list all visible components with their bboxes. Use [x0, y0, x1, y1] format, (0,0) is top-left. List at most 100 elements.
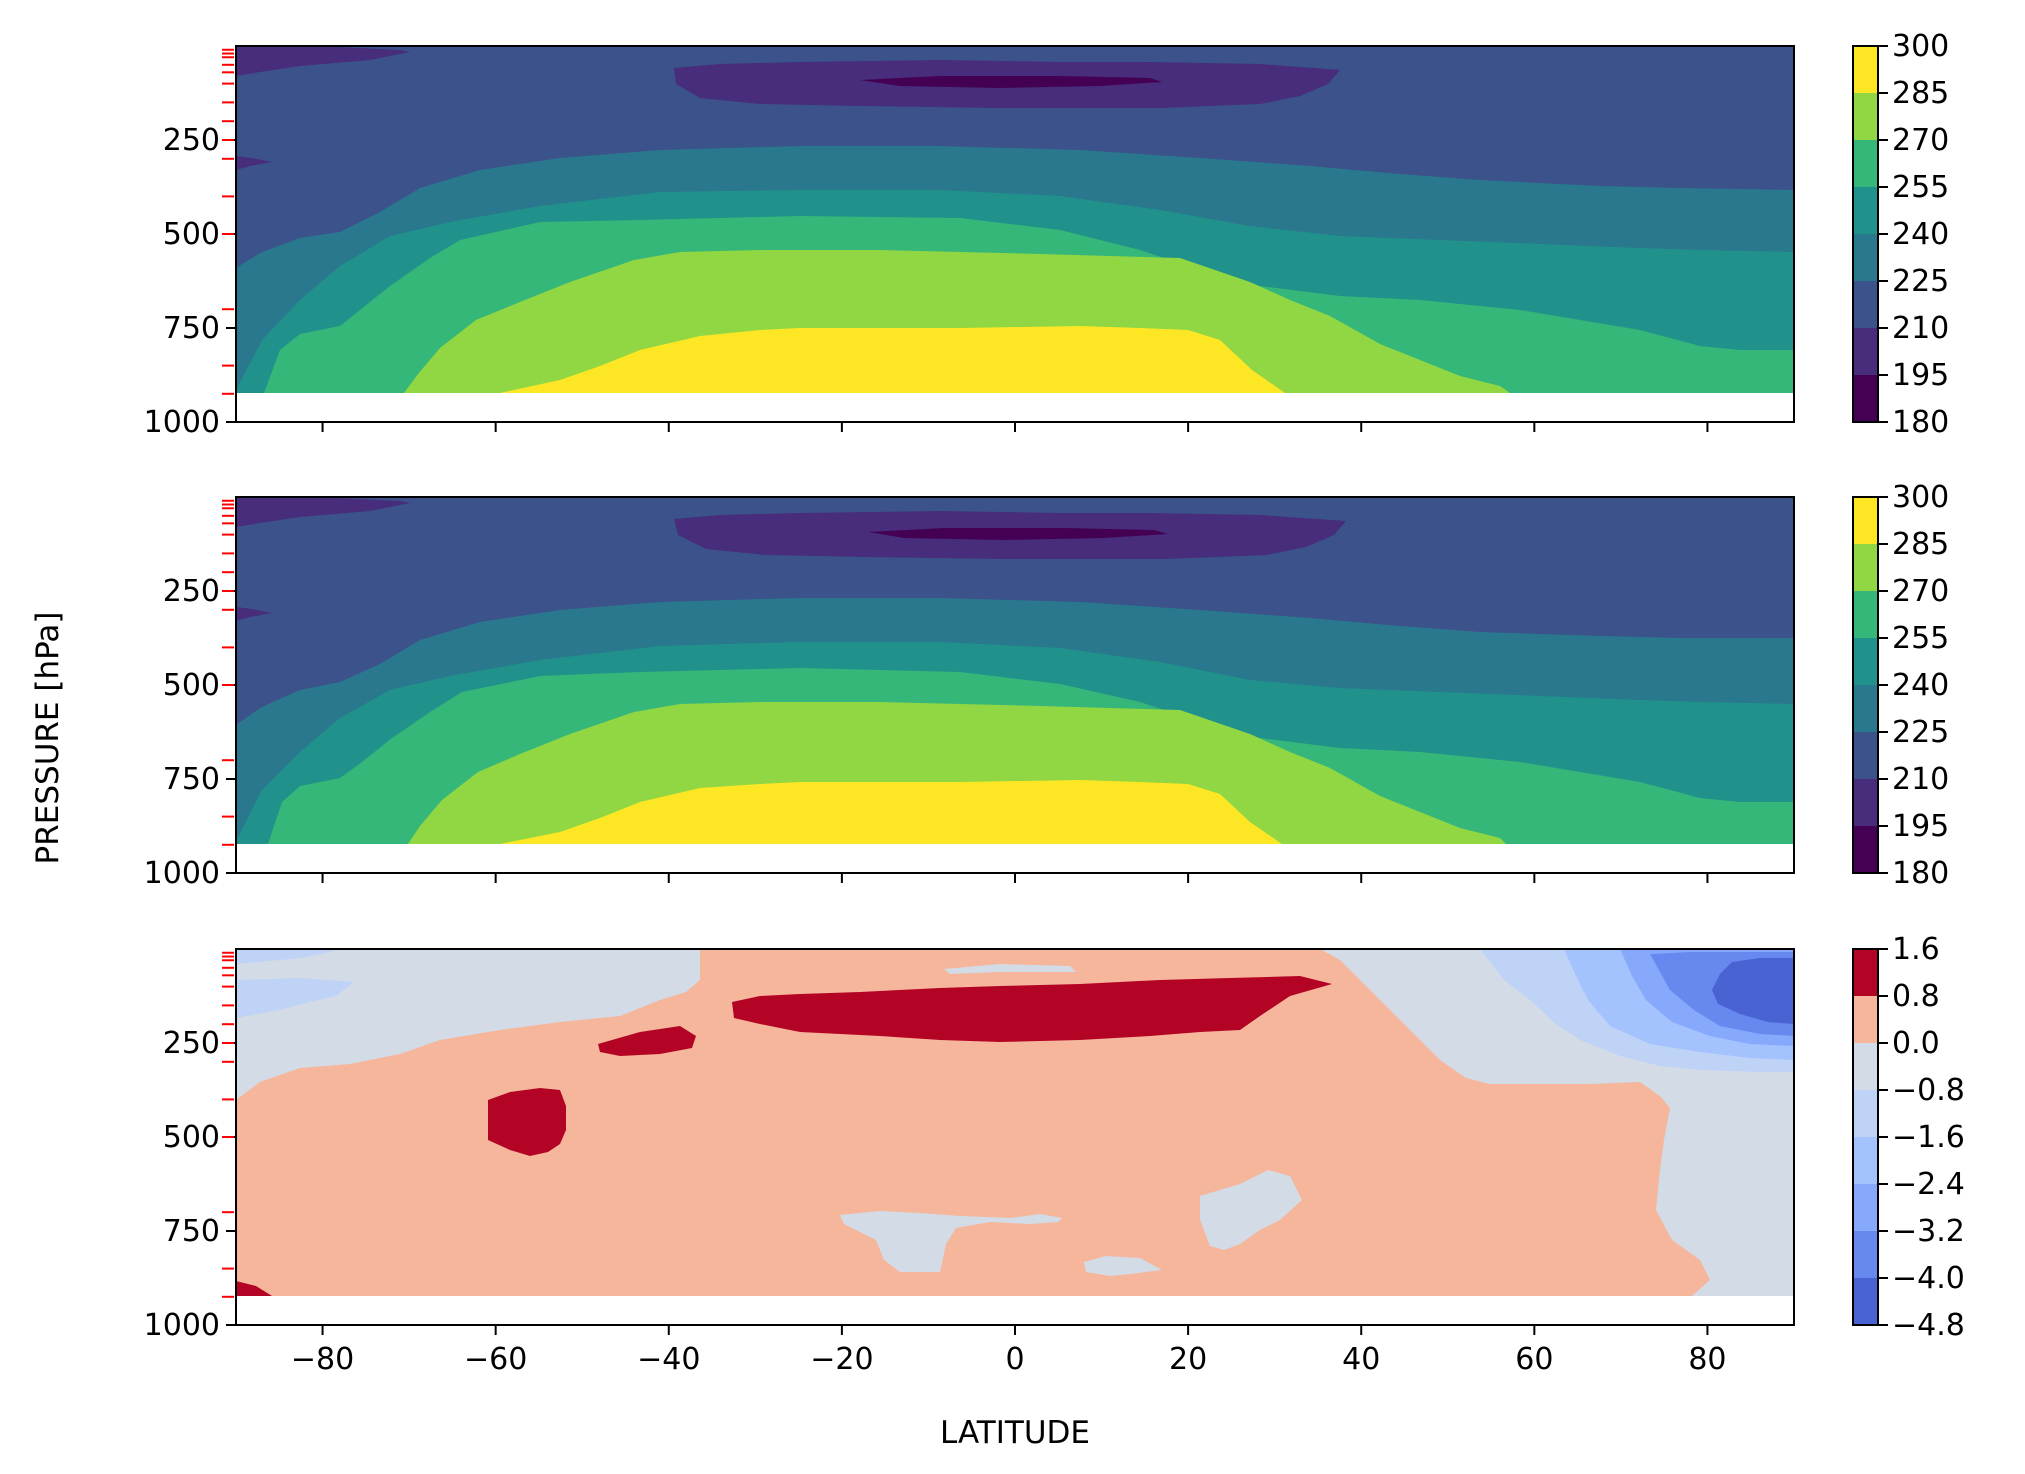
colorbar-tick-label: 195 [1892, 809, 1949, 844]
contour-band-minus0.8-0.0-island [840, 1211, 1062, 1272]
colorbar-tick-label: 255 [1892, 170, 1949, 205]
x-axis-middle [321, 873, 1709, 883]
colorbar-tick-label: 270 [1892, 123, 1949, 158]
y-tick-label: 500 [163, 1120, 220, 1155]
contour-band-minus0.8-0.0-island [1200, 1170, 1302, 1250]
contour-band-0.8-1.6 [732, 976, 1332, 1042]
x-tick-label: 40 [1342, 1342, 1380, 1377]
contour-band-0.0-0.8 [236, 949, 1710, 1296]
colorbar-tick-label: −0.8 [1892, 1073, 1965, 1108]
colorbar-tick-label: 255 [1892, 621, 1949, 656]
model-level-markers-bottom [222, 951, 234, 1298]
colorbar-segment [1853, 1043, 1878, 1091]
contour-band-195-210 [236, 497, 1346, 621]
panel-top: 250 500 750 1000 300 285 270 255 240 225 210 195 18… [144, 29, 1950, 440]
y-axis-label: PRESSURE [hPa] [30, 612, 66, 865]
colorbar-segment [1853, 375, 1878, 423]
colorbar-tick-label: 300 [1892, 29, 1949, 64]
colorbar-tick-label: 195 [1892, 358, 1949, 393]
y-tick-label: 1000 [144, 405, 220, 440]
y-tick-label: 750 [163, 311, 220, 346]
y-tick-label: 1000 [144, 1308, 220, 1343]
x-axis-top [321, 422, 1709, 432]
x-tick-label: −80 [291, 1342, 354, 1377]
colorbar-tick-label: 285 [1892, 527, 1949, 562]
y-tick-label: 500 [163, 217, 220, 252]
colorbar-segment [1853, 187, 1878, 235]
colorbar-middle: 300 285 270 255 240 225 210 195 180 [1852, 480, 1949, 891]
colorbar-segment [1853, 779, 1878, 827]
colorbar-segment [1853, 1090, 1878, 1138]
contour-band-minus1.6-minus0.8 [236, 949, 354, 1018]
x-tick-label: −60 [464, 1342, 527, 1377]
colorbar-tick-label: −4.0 [1892, 1261, 1965, 1296]
colorbar-segment [1853, 996, 1878, 1044]
colorbar-bottom: 1.6 0.8 0.0 −0.8 −1.6 −2.4 −3.2 −4.0 −4.8 [1852, 932, 1965, 1343]
panel-middle: 250 500 750 1000 300 285 270 255 240 225 210 195 18… [144, 480, 1950, 891]
colorbar-tick-label: 210 [1892, 311, 1949, 346]
colorbar-tick-label: 1.6 [1892, 932, 1940, 967]
colorbar-segment [1853, 591, 1878, 639]
y-tick-label: 750 [163, 1214, 220, 1249]
contour-band-0.8-1.6 [598, 1026, 696, 1056]
colorbar-segment [1853, 328, 1878, 376]
colorbar-segment [1853, 685, 1878, 733]
colorbar-segment [1853, 732, 1878, 780]
colorbar-tick-label: 240 [1892, 217, 1949, 252]
contour-band-285-300 [500, 780, 1282, 844]
contour-band-0.8-1.6 [488, 1088, 566, 1156]
colorbar-tick-label: 180 [1892, 405, 1949, 440]
y-tick-label: 250 [163, 123, 220, 158]
colorbar-tick-label: −1.6 [1892, 1120, 1965, 1155]
colorbar-segment [1853, 46, 1878, 94]
colorbar-top: 300 285 270 255 240 225 210 195 180 [1852, 29, 1949, 440]
colorbar-tick-label: 225 [1892, 264, 1949, 299]
x-tick-label: −40 [637, 1342, 700, 1377]
y-tick-label: 500 [163, 668, 220, 703]
x-axis-label: LATITUDE [940, 1415, 1090, 1451]
colorbar-tick-label: 270 [1892, 574, 1949, 609]
colorbar-tick-label: −2.4 [1892, 1167, 1965, 1202]
colorbar-segment [1853, 1137, 1878, 1185]
colorbar-segment [1853, 140, 1878, 188]
colorbar-segment [1853, 544, 1878, 592]
contour-band-180-195 [868, 528, 1168, 540]
y-tick-label: 250 [163, 574, 220, 609]
colorbar-segment [1853, 234, 1878, 282]
x-tick-label: 60 [1515, 1342, 1553, 1377]
colorbar-tick-label: 180 [1892, 856, 1949, 891]
contour-band-180-195 [860, 76, 1162, 88]
colorbar-tick-label: 210 [1892, 762, 1949, 797]
y-axis-top: 250 500 750 1000 [144, 123, 236, 440]
contour-field-top [236, 46, 1794, 393]
panel-bottom: 250 500 750 1000 −80 −60 −40 −20 0 20 40 60 80 1.6 0… [144, 932, 1965, 1377]
colorbar-segment [1853, 1231, 1878, 1279]
colorbar-tick-label: −4.8 [1892, 1308, 1965, 1343]
colorbar-tick-label: 0.0 [1892, 1026, 1940, 1061]
model-level-markers-top [222, 48, 234, 395]
colorbar-segment [1853, 497, 1878, 545]
contour-band-minus0.8-0.0-island [944, 964, 1076, 974]
x-axis-bottom: −80 −60 −40 −20 0 20 40 60 80 [291, 1325, 1727, 1377]
y-tick-label: 1000 [144, 856, 220, 891]
x-tick-label: 20 [1169, 1342, 1207, 1377]
colorbar-segment [1853, 1278, 1878, 1326]
model-level-markers-middle [222, 499, 234, 846]
y-axis-middle: 250 500 750 1000 [144, 574, 236, 891]
y-axis-bottom: 250 500 750 1000 [144, 1026, 236, 1343]
y-tick-label: 750 [163, 762, 220, 797]
colorbar-tick-label: 0.8 [1892, 979, 1940, 1014]
x-tick-label: 80 [1688, 1342, 1726, 1377]
contour-band-0.8-1.6 [236, 1281, 272, 1296]
contour-band-minus0.8-0.0-island [1084, 1256, 1162, 1276]
colorbar-segment [1853, 93, 1878, 141]
colorbar-tick-label: 285 [1892, 76, 1949, 111]
contour-field-bottom [236, 949, 1794, 1296]
colorbar-tick-label: 240 [1892, 668, 1949, 703]
x-tick-label: −20 [810, 1342, 873, 1377]
colorbar-segment [1853, 826, 1878, 874]
colorbar-segment [1853, 638, 1878, 686]
contour-field-middle [236, 497, 1794, 844]
colorbar-segment [1853, 281, 1878, 329]
